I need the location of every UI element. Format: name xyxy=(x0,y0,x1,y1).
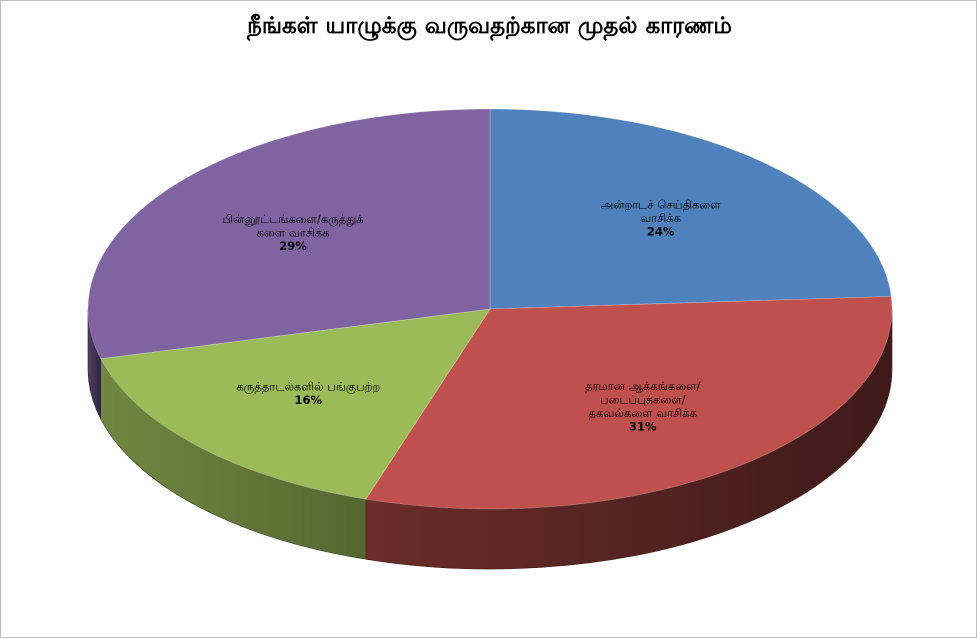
slice-percent-label: 16% xyxy=(295,393,323,407)
slice-category-label: தகவல்களை வாசிக்க xyxy=(589,406,698,420)
pie-labels: அன்றாடச் செய்திகளைவாசிக்க24% தரமான ஆக்கங்… xyxy=(222,198,721,434)
slice-percent-label: 29% xyxy=(279,239,307,253)
slice-category-label: வாசிக்க xyxy=(640,211,681,225)
slice-percent-label: 24% xyxy=(647,225,675,239)
pie-slice-0 xyxy=(489,108,892,310)
slice-category-label: களை வாசிக்க xyxy=(257,225,331,239)
pie-sides xyxy=(87,308,893,570)
pie-tops xyxy=(87,108,893,510)
pie-slice-1 xyxy=(365,296,893,510)
slice-category-label: தரமான ஆக்கங்களை/ xyxy=(585,379,700,393)
pie-slice-3 xyxy=(87,108,491,360)
chart-title: நீங்கள் யாழுக்கு வருவதற்கான முதல் காரணம் xyxy=(247,13,732,39)
slice-category-label: அன்றாடச் செய்திகளை xyxy=(601,198,722,212)
slice-percent-label: 31% xyxy=(629,420,657,434)
pie-slice-2 xyxy=(100,308,491,500)
slice-category-label: கருத்தாடல்களில் பங்குபற்ற xyxy=(236,380,380,395)
slice-category-label: பின்னூட்டங்களை/கருத்துக் xyxy=(222,212,364,227)
slice-category-label: படைப்புக்களை/ xyxy=(600,393,686,407)
